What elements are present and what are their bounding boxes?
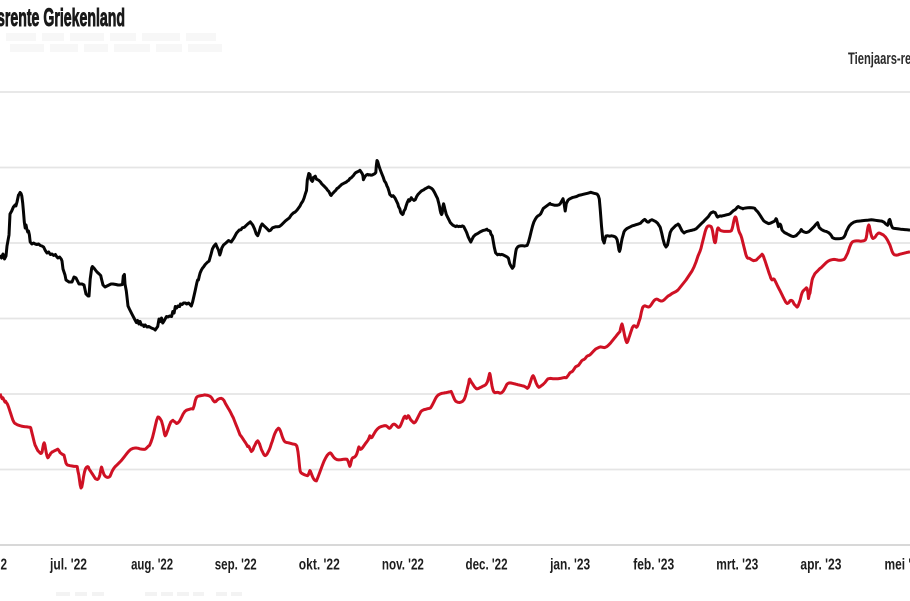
svg-text:jan. '23: jan. '23	[549, 557, 590, 574]
svg-text:aug. '22: aug. '22	[131, 557, 173, 574]
svg-text:mrt. '23: mrt. '23	[716, 557, 758, 574]
svg-text:jun. '22: jun. '22	[0, 557, 7, 574]
svg-text:dec. '22: dec. '22	[466, 557, 508, 574]
svg-text:nov. '22: nov. '22	[382, 557, 424, 574]
svg-text:mei '23: mei '23	[885, 557, 910, 574]
svg-text:Tienjaars-rente: Tienjaars-rente	[848, 49, 910, 68]
svg-text:jul. '22: jul. '22	[49, 557, 87, 574]
svg-text:srente Griekenland: srente Griekenland	[0, 4, 125, 32]
svg-text:apr. '23: apr. '23	[800, 557, 841, 574]
svg-text:feb. '23: feb. '23	[633, 557, 674, 574]
svg-text:okt. '22: okt. '22	[299, 557, 340, 574]
svg-text:sep. '22: sep. '22	[215, 557, 257, 574]
